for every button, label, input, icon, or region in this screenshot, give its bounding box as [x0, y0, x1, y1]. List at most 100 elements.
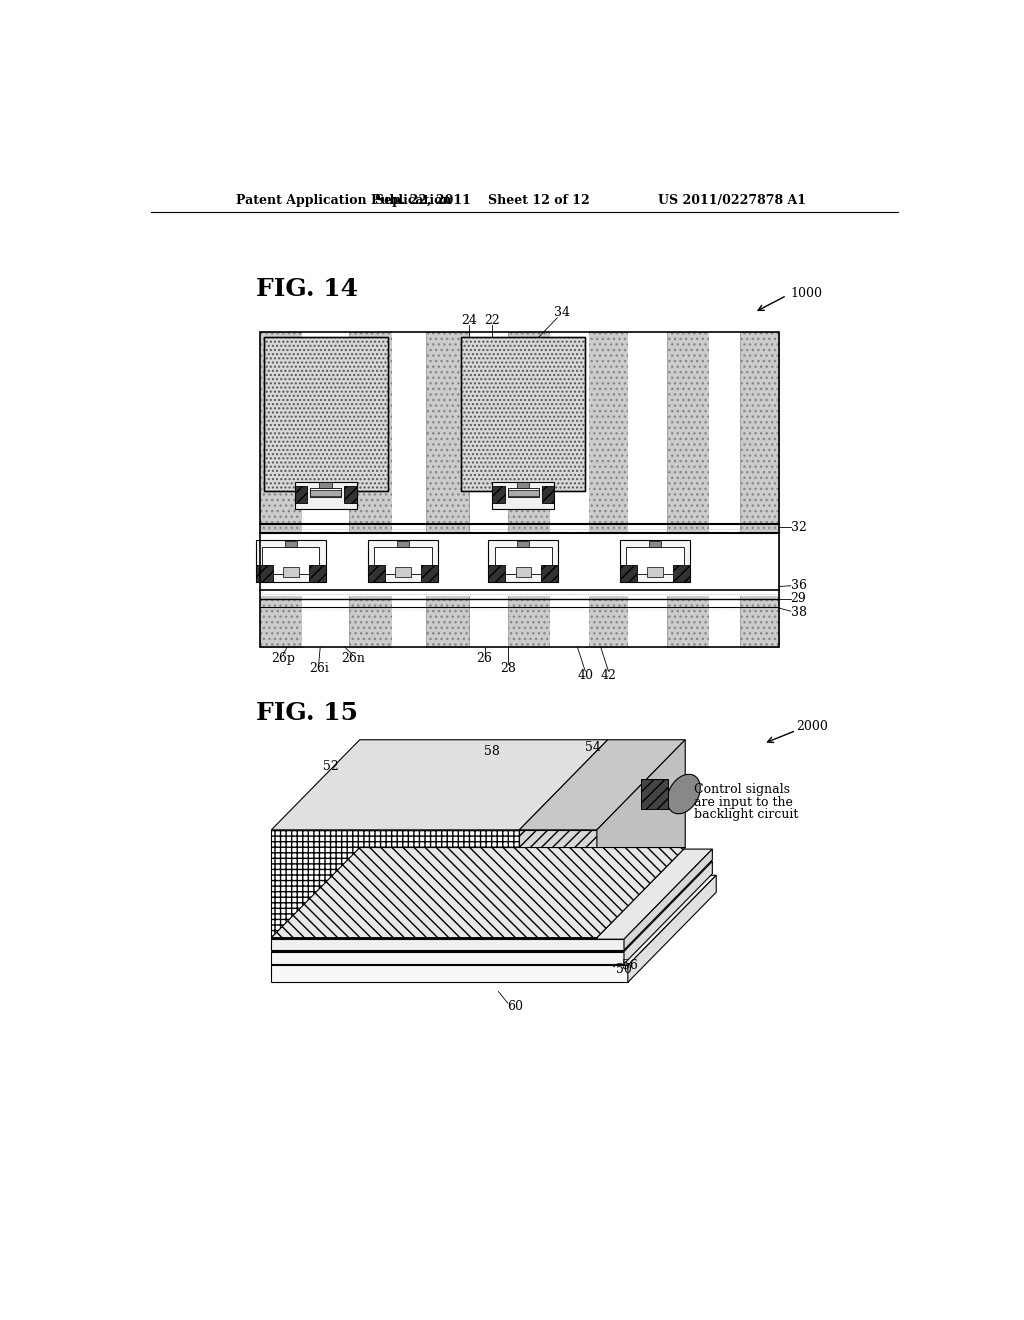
Bar: [667, 331, 710, 647]
Polygon shape: [628, 875, 716, 982]
Text: US 2011/0227878 A1: US 2011/0227878 A1: [658, 194, 807, 207]
Bar: [344, 486, 356, 503]
Bar: [369, 540, 438, 582]
Bar: [488, 540, 558, 582]
Bar: [271, 830, 519, 937]
Polygon shape: [271, 965, 628, 982]
Bar: [515, 566, 531, 577]
Text: 56: 56: [623, 958, 638, 972]
Bar: [310, 488, 341, 498]
Text: 28: 28: [500, 661, 516, 675]
Bar: [473, 331, 508, 647]
Bar: [256, 540, 326, 582]
Text: 58: 58: [484, 744, 500, 758]
Text: 26: 26: [476, 652, 493, 665]
Polygon shape: [271, 940, 624, 950]
Text: 50: 50: [616, 964, 632, 977]
Polygon shape: [624, 862, 713, 964]
Bar: [263, 337, 388, 491]
Bar: [740, 331, 779, 647]
Bar: [302, 331, 349, 647]
Text: 36: 36: [791, 579, 807, 593]
Bar: [586, 331, 628, 647]
Bar: [493, 482, 554, 508]
Text: 26p: 26p: [271, 652, 295, 665]
Bar: [495, 548, 552, 574]
Polygon shape: [271, 862, 713, 952]
Bar: [519, 830, 597, 937]
Bar: [542, 486, 554, 503]
Text: 22: 22: [484, 314, 500, 326]
Text: 54: 54: [585, 741, 601, 754]
Polygon shape: [271, 847, 685, 937]
Bar: [517, 541, 529, 548]
Bar: [621, 540, 690, 582]
Text: 2000: 2000: [796, 721, 828, 733]
Bar: [295, 486, 307, 503]
Bar: [508, 488, 539, 498]
Text: backlight circuit: backlight circuit: [693, 808, 798, 821]
Text: Sheet 12 of 12: Sheet 12 of 12: [487, 194, 590, 207]
Bar: [397, 541, 410, 548]
Bar: [641, 779, 669, 809]
Bar: [461, 337, 586, 491]
Polygon shape: [271, 875, 716, 965]
Bar: [395, 566, 411, 577]
Bar: [283, 566, 299, 577]
Bar: [375, 548, 432, 574]
Bar: [673, 565, 690, 582]
Bar: [488, 565, 506, 582]
Text: Control signals: Control signals: [693, 783, 790, 796]
Text: 60: 60: [508, 1001, 523, 1014]
Text: 26i: 26i: [308, 661, 329, 675]
Bar: [621, 565, 637, 582]
Bar: [391, 331, 426, 647]
Bar: [263, 337, 388, 491]
Bar: [508, 331, 550, 647]
Text: 42: 42: [600, 669, 616, 682]
Bar: [517, 482, 529, 488]
Polygon shape: [597, 739, 685, 937]
Text: 26n: 26n: [341, 652, 365, 665]
Bar: [647, 566, 663, 577]
Bar: [319, 482, 332, 488]
Bar: [649, 541, 662, 548]
Text: FIG. 14: FIG. 14: [256, 277, 357, 301]
Bar: [426, 331, 469, 647]
Text: 24: 24: [461, 314, 477, 326]
Text: 52: 52: [324, 760, 339, 774]
Text: 40: 40: [578, 669, 593, 682]
Bar: [260, 331, 302, 647]
Text: 1000: 1000: [791, 286, 822, 300]
Bar: [710, 331, 740, 647]
Ellipse shape: [667, 775, 700, 813]
Text: Patent Application Publication: Patent Application Publication: [237, 194, 452, 207]
Text: 38: 38: [791, 606, 807, 619]
Bar: [461, 337, 586, 491]
Bar: [369, 565, 385, 582]
Polygon shape: [271, 952, 624, 964]
Polygon shape: [519, 739, 685, 830]
Bar: [295, 482, 356, 508]
Bar: [508, 490, 539, 495]
Bar: [349, 331, 391, 647]
Text: FIG. 15: FIG. 15: [256, 701, 357, 725]
Text: 34: 34: [554, 306, 570, 319]
Bar: [308, 565, 326, 582]
Polygon shape: [271, 849, 713, 940]
Polygon shape: [271, 739, 607, 830]
Bar: [550, 331, 589, 647]
Bar: [421, 565, 438, 582]
Bar: [260, 535, 779, 595]
Bar: [285, 541, 297, 548]
Text: are input to the: are input to the: [693, 796, 793, 809]
Bar: [256, 565, 273, 582]
Text: 29: 29: [791, 593, 806, 606]
Bar: [262, 548, 319, 574]
Bar: [627, 548, 684, 574]
Bar: [628, 331, 667, 647]
Bar: [260, 331, 779, 647]
Bar: [493, 486, 505, 503]
Bar: [310, 490, 341, 495]
Bar: [541, 565, 558, 582]
